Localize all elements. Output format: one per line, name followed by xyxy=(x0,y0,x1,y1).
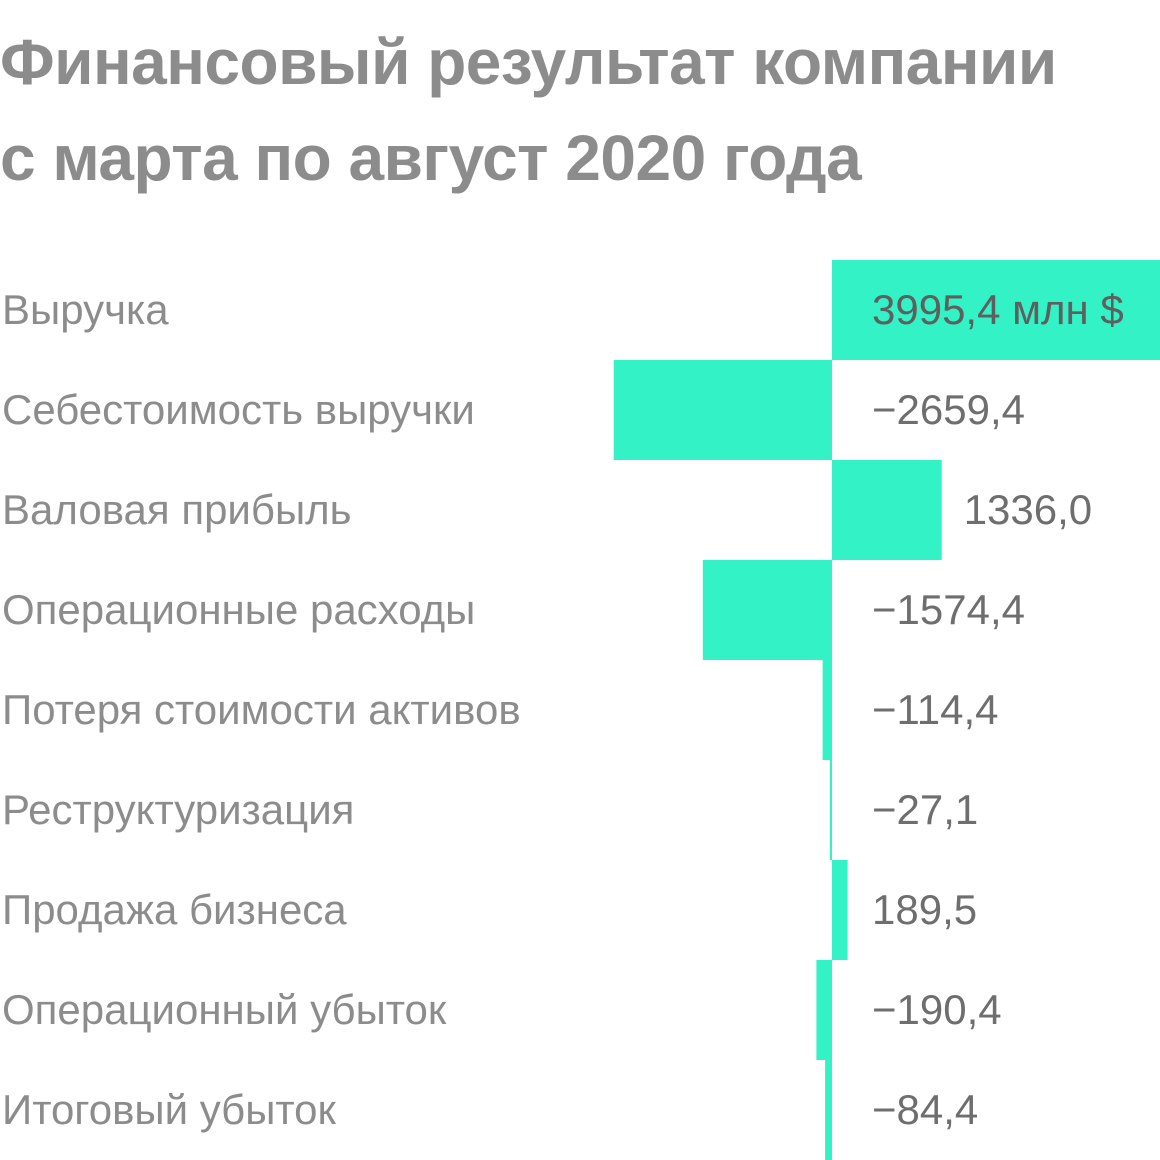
bar-3 xyxy=(702,560,832,660)
value-label-7: −190,4 xyxy=(872,986,1002,1033)
bar-2 xyxy=(832,460,942,560)
category-label-2: Валовая прибыль xyxy=(2,486,352,533)
category-label-7: Операционный убыток xyxy=(2,986,447,1033)
chart-title: Финансовый результат компании с марта по… xyxy=(0,14,1160,206)
bar-1 xyxy=(613,360,832,460)
chart-title-line-1: Финансовый результат компании xyxy=(0,26,1057,98)
category-label-3: Операционные расходы xyxy=(2,586,475,633)
value-label-6: 189,5 xyxy=(872,886,977,933)
bar-0 xyxy=(832,260,1160,360)
category-label-4: Потеря стоимости активов xyxy=(2,686,521,733)
bar-5 xyxy=(829,760,832,860)
category-label-1: Себестоимость выручки xyxy=(2,386,475,433)
category-label-8: Итоговый убыток xyxy=(2,1086,337,1133)
category-label-5: Реструктуризация xyxy=(2,786,354,833)
chart-title-line-2: с марта по август 2020 года xyxy=(0,122,862,194)
category-label-6: Продажа бизнеса xyxy=(2,886,347,933)
value-label-8: −84,4 xyxy=(872,1086,978,1133)
bar-7 xyxy=(816,960,832,1060)
value-label-0: 3995,4 млн $ xyxy=(872,286,1124,333)
bar-6 xyxy=(832,860,848,960)
bar-8 xyxy=(825,1060,832,1160)
bar-4 xyxy=(822,660,832,760)
value-label-4: −114,4 xyxy=(872,686,999,733)
value-label-1: −2659,4 xyxy=(872,386,1025,433)
value-label-2: 1336,0 xyxy=(964,486,1092,533)
value-label-5: −27,1 xyxy=(872,786,978,833)
category-label-0: Выручка xyxy=(2,286,169,333)
value-label-3: −1574,4 xyxy=(872,586,1025,633)
